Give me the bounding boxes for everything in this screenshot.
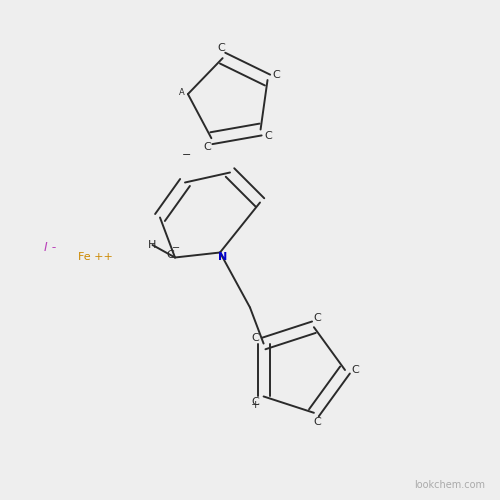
Text: −: − [182, 150, 192, 160]
Text: +: + [251, 400, 260, 410]
Text: C: C [313, 418, 321, 428]
Text: C: C [217, 44, 225, 54]
Text: C: C [351, 365, 359, 375]
Text: H: H [148, 240, 156, 250]
Text: −: − [172, 244, 180, 254]
Text: Fe ++: Fe ++ [78, 252, 112, 262]
Text: C: C [252, 398, 260, 407]
Text: C: C [252, 332, 260, 342]
Text: N: N [218, 252, 227, 262]
Text: C: C [166, 250, 174, 260]
Text: A: A [178, 88, 184, 98]
Text: C: C [272, 70, 280, 81]
Text: lookchem.com: lookchem.com [414, 480, 485, 490]
Text: C: C [264, 132, 272, 141]
Text: I -: I - [44, 241, 56, 254]
Text: C: C [313, 312, 321, 322]
Text: C: C [203, 142, 211, 152]
